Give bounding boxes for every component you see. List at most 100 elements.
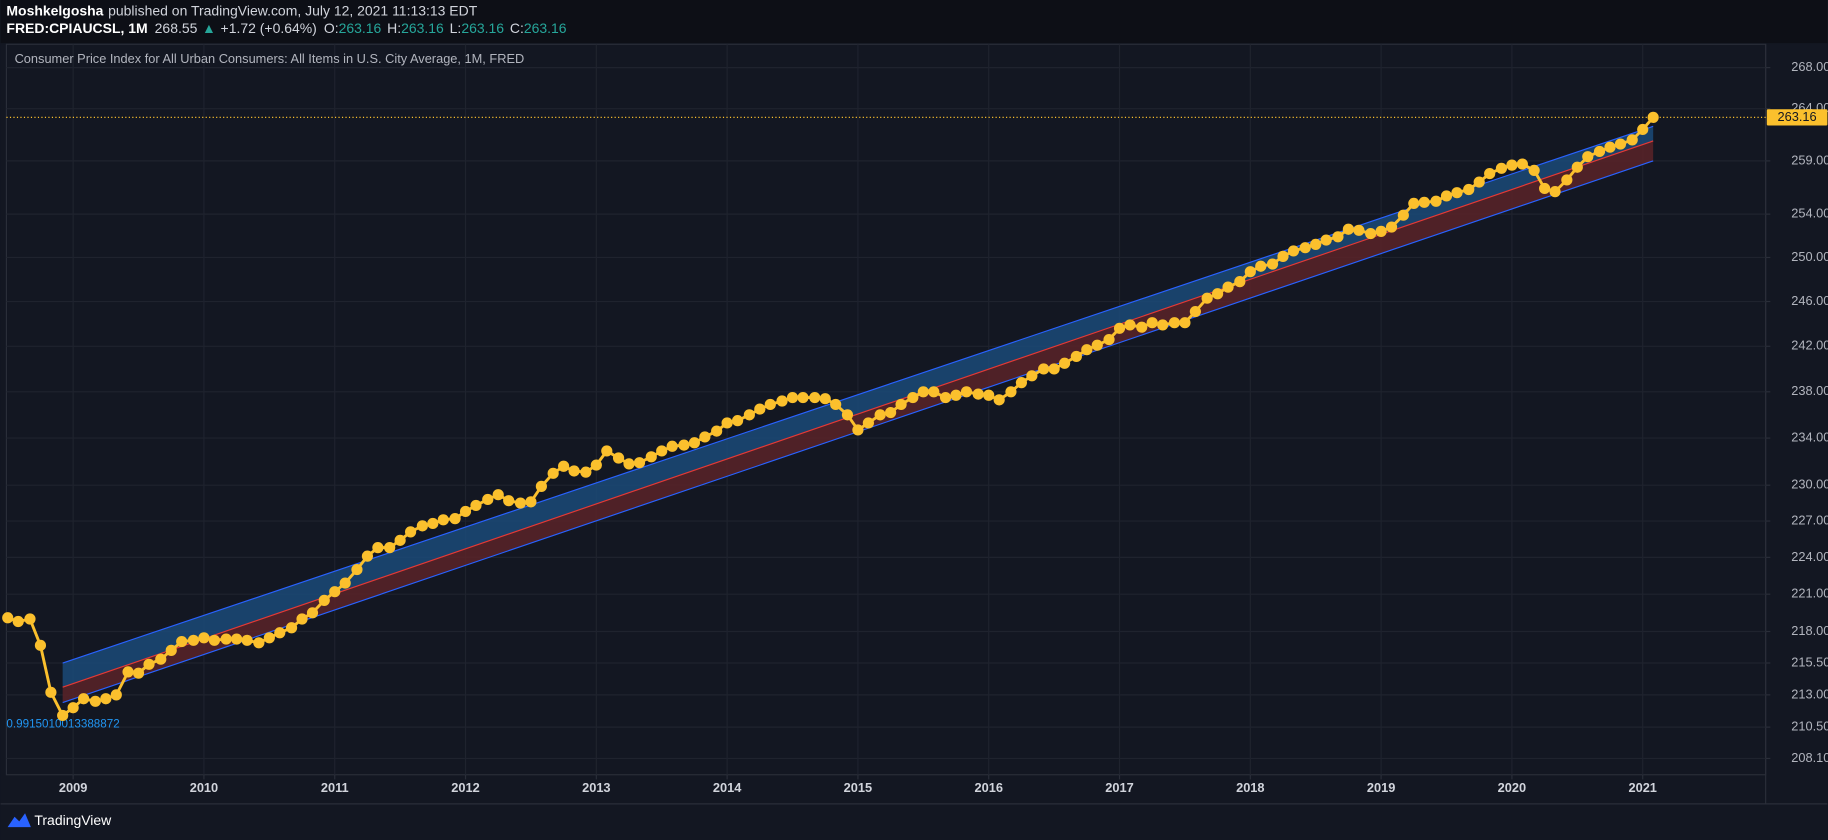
price-point xyxy=(12,615,24,628)
y-tick-label: 242.00 xyxy=(1791,338,1828,353)
x-tick-label: 2021 xyxy=(1628,780,1656,795)
y-tick-label: 213.00 xyxy=(1791,686,1828,701)
y-tick-label: 218.00 xyxy=(1791,623,1828,638)
price-point xyxy=(666,440,678,452)
price-point xyxy=(874,409,886,421)
price-point xyxy=(1506,159,1518,171)
price-point xyxy=(1048,363,1060,375)
price-point xyxy=(404,526,417,538)
price-point xyxy=(1365,227,1377,240)
price-point xyxy=(231,633,243,645)
price: 268.55 xyxy=(155,20,198,36)
y-tick-label: 234.00 xyxy=(1791,429,1828,444)
y-tick-label: 215.50 xyxy=(1791,654,1828,669)
price-point xyxy=(743,409,755,421)
price-point xyxy=(427,517,439,530)
price-point xyxy=(1146,317,1158,329)
price-point xyxy=(1222,281,1234,293)
price-point xyxy=(1320,234,1332,246)
price-point xyxy=(187,634,200,646)
price-point xyxy=(1571,161,1583,173)
price-point xyxy=(830,398,842,411)
y-tick-label: 268.00 xyxy=(1791,59,1828,74)
price-point xyxy=(1038,363,1050,375)
y-tick-label: 259.00 xyxy=(1791,152,1828,167)
price-point xyxy=(208,634,220,646)
price-point xyxy=(1299,242,1311,254)
y-tick-label: 227.00 xyxy=(1791,512,1828,527)
price-point xyxy=(656,445,668,457)
price-point xyxy=(841,409,854,421)
price-point xyxy=(176,635,188,648)
symbol: FRED:CPIAUCSL, 1M xyxy=(6,20,147,36)
price-point xyxy=(590,459,602,471)
price-point xyxy=(1516,158,1528,170)
price-point xyxy=(459,505,472,518)
price-point xyxy=(993,394,1005,406)
price-point xyxy=(351,563,363,576)
ohlc-label: L: xyxy=(450,20,462,36)
price-point xyxy=(1058,357,1071,369)
y-tick-label: 208.10 xyxy=(1791,750,1828,765)
price-point xyxy=(1484,167,1496,180)
price-point xyxy=(568,465,580,477)
price-point xyxy=(514,497,527,509)
x-tick-label: 2015 xyxy=(844,780,872,795)
price-point xyxy=(155,653,167,665)
price-point xyxy=(1626,134,1638,146)
channel-lower-band xyxy=(62,140,1654,703)
price-point xyxy=(1593,145,1606,158)
correlation-label: 0.9915010013388872 xyxy=(6,718,119,731)
price-point xyxy=(1026,370,1038,382)
price-point xyxy=(1070,350,1082,363)
price-point xyxy=(939,391,952,404)
price-point xyxy=(263,632,275,644)
ticker-line: FRED:CPIAUCSL, 1M 268.55 ▲ +1.72 (+0.64%) O:… xyxy=(6,20,566,36)
price-point xyxy=(819,393,831,405)
price-point xyxy=(558,460,570,472)
price-point xyxy=(699,431,711,443)
price-point xyxy=(296,613,308,625)
price-point xyxy=(547,467,559,479)
price-point xyxy=(1287,245,1300,257)
ohlc-label: H: xyxy=(387,20,401,36)
y-tick-label: 254.00 xyxy=(1791,206,1828,221)
price-point xyxy=(1539,182,1551,195)
price-point xyxy=(1463,183,1475,196)
price-point xyxy=(318,594,330,606)
price-point xyxy=(1637,123,1649,136)
y-tick-label: 238.00 xyxy=(1791,383,1828,398)
price-point xyxy=(2,612,14,624)
price-point xyxy=(960,386,973,398)
price-point xyxy=(274,627,286,639)
price-point xyxy=(776,395,788,407)
chart: 208.10 210.50 213.00 215.50 218.00 221.00 224.… xyxy=(2,43,1828,804)
price-point xyxy=(1582,151,1594,163)
x-tick-label: 2017 xyxy=(1105,780,1133,795)
price-point xyxy=(470,499,482,512)
price-point xyxy=(1614,138,1627,150)
price-point xyxy=(1234,276,1246,288)
price-point xyxy=(1375,225,1387,237)
ohlc-value: 263.16 xyxy=(401,20,444,36)
change: +1.72 (+0.64%) xyxy=(221,20,317,36)
price-point xyxy=(1136,321,1148,333)
ohlc-value: 263.16 xyxy=(461,20,504,36)
price-point xyxy=(885,406,897,419)
y-tick-label: 221.00 xyxy=(1791,586,1828,601)
price-point xyxy=(1418,196,1430,208)
price-point xyxy=(482,493,494,506)
x-tick-label: 2013 xyxy=(582,780,610,795)
price-point xyxy=(1212,288,1224,300)
price-point xyxy=(928,386,940,398)
price-point xyxy=(1124,319,1136,331)
price-point xyxy=(437,514,449,526)
price-point xyxy=(688,437,701,449)
price-point xyxy=(132,667,145,679)
price-point xyxy=(1385,221,1398,233)
price-point xyxy=(983,389,995,401)
price-point xyxy=(24,613,36,625)
price-point xyxy=(623,458,635,470)
price-point xyxy=(786,391,799,404)
